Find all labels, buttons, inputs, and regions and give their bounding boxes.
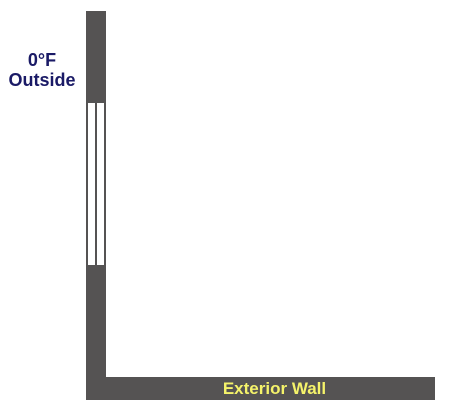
- exterior-wall-label: Exterior Wall: [86, 377, 435, 400]
- exterior-wall-horizontal: [86, 377, 435, 400]
- outside-text: Outside: [8, 70, 76, 90]
- window: [86, 103, 106, 265]
- exterior-wall-text: Exterior Wall: [222, 379, 327, 398]
- outside-temperature-value: 0°F: [27, 50, 57, 70]
- window-pane-divider: [95, 103, 97, 265]
- outside-temperature-label: 0°F Outside: [0, 50, 84, 90]
